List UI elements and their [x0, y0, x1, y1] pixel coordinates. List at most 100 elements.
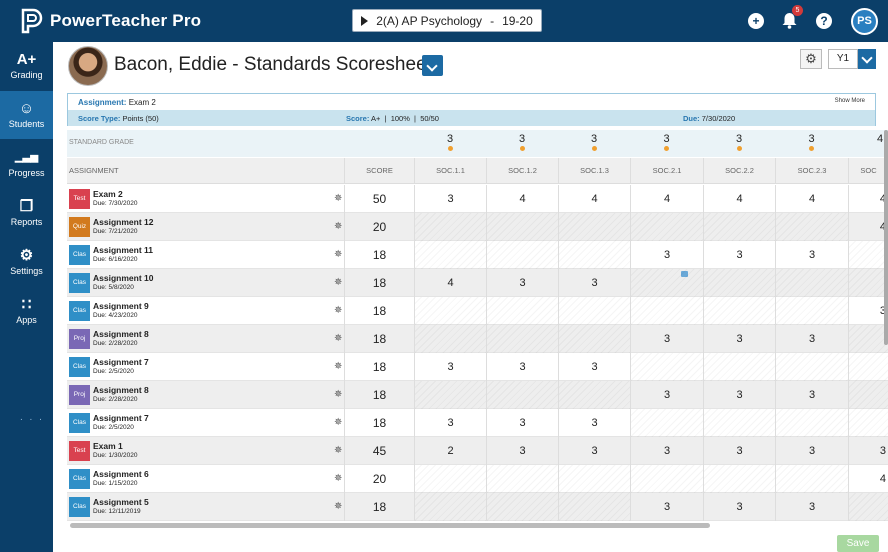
- sidebar-item-reports[interactable]: ❐ Reports: [0, 189, 53, 237]
- score-cell[interactable]: 18: [344, 353, 414, 381]
- standard-score-cell[interactable]: [848, 353, 888, 381]
- standard-score-cell[interactable]: 3: [414, 185, 486, 213]
- standard-score-cell[interactable]: [414, 241, 486, 269]
- standard-score-cell[interactable]: [848, 325, 888, 353]
- help-icon[interactable]: ?: [816, 13, 832, 29]
- standard-score-cell[interactable]: [775, 409, 848, 437]
- assignment-column-header[interactable]: ASSIGNMENT: [69, 166, 119, 175]
- standard-score-cell[interactable]: 3: [775, 325, 848, 353]
- assignment-name[interactable]: Assignment 11: [93, 245, 153, 255]
- sidebar-more[interactable]: . . .: [20, 412, 44, 423]
- horizontal-scrollbar[interactable]: [70, 523, 710, 528]
- standard-score-cell[interactable]: [558, 213, 630, 241]
- standard-score-cell[interactable]: 4: [848, 465, 888, 493]
- standard-score-cell[interactable]: 3: [848, 297, 888, 325]
- standard-score-cell[interactable]: 3: [703, 325, 775, 353]
- flag-icon[interactable]: ✵: [334, 305, 343, 316]
- standard-score-cell[interactable]: [486, 465, 558, 493]
- gear-icon[interactable]: ⚙: [800, 49, 822, 69]
- standard-score-cell[interactable]: [703, 269, 775, 297]
- standard-score-cell[interactable]: [775, 297, 848, 325]
- score-cell[interactable]: 18: [344, 325, 414, 353]
- standard-score-cell[interactable]: 4: [848, 185, 888, 213]
- flag-icon[interactable]: ✵: [334, 193, 343, 204]
- flag-icon[interactable]: ✵: [334, 389, 343, 400]
- standard-score-cell[interactable]: 3: [703, 437, 775, 465]
- assignment-name[interactable]: Assignment 7: [93, 357, 149, 367]
- term-dropdown-button[interactable]: [858, 49, 876, 69]
- standard-score-cell[interactable]: [558, 465, 630, 493]
- standard-score-cell[interactable]: 3: [630, 493, 703, 521]
- standard-score-cell[interactable]: 3: [486, 269, 558, 297]
- score-cell[interactable]: 18: [344, 381, 414, 409]
- flag-icon[interactable]: ✵: [334, 333, 343, 344]
- assignment-name[interactable]: Assignment 10: [93, 273, 154, 283]
- standard-score-cell[interactable]: [775, 353, 848, 381]
- standard-column-header[interactable]: SOC.2.1: [630, 158, 703, 184]
- standard-score-cell[interactable]: 3: [558, 353, 630, 381]
- standard-score-cell[interactable]: 3: [775, 381, 848, 409]
- standard-score-cell[interactable]: [630, 465, 703, 493]
- score-cell[interactable]: 18: [344, 269, 688, 297]
- standard-score-cell[interactable]: 3: [775, 437, 848, 465]
- flag-icon[interactable]: ✵: [334, 361, 343, 372]
- standard-column-header[interactable]: SOC.1.1: [414, 158, 486, 184]
- sidebar-item-students[interactable]: ☺ Students: [0, 91, 53, 139]
- standard-score-cell[interactable]: [703, 353, 775, 381]
- flag-icon[interactable]: ✵: [334, 445, 343, 456]
- flag-icon[interactable]: ✵: [334, 221, 343, 232]
- standard-score-cell[interactable]: [848, 409, 888, 437]
- table-row[interactable]: Clas Assignment 5 Due: 12/11/2019 ✵ 18 3 3 3: [67, 493, 888, 521]
- standard-score-cell[interactable]: [414, 325, 486, 353]
- standard-score-cell[interactable]: 3: [703, 493, 775, 521]
- standard-score-cell[interactable]: [414, 493, 486, 521]
- table-row[interactable]: Clas Assignment 10 Due: 5/8/2020 ✵ 18 4 3 3: [67, 269, 888, 297]
- standard-score-cell[interactable]: 3: [558, 437, 630, 465]
- standard-score-cell[interactable]: 4: [486, 185, 558, 213]
- table-row[interactable]: Clas Assignment 6 Due: 1/15/2020 ✵ 20 4: [67, 465, 888, 493]
- standard-score-cell[interactable]: [558, 241, 630, 269]
- standard-score-cell[interactable]: [848, 241, 888, 269]
- sidebar-item-progress[interactable]: ▁▃▅ Progress: [0, 140, 53, 188]
- standard-column-header[interactable]: SOC.1.2: [486, 158, 558, 184]
- standard-score-cell[interactable]: [703, 213, 775, 241]
- standard-score-cell[interactable]: [703, 465, 775, 493]
- standard-score-cell[interactable]: [486, 241, 558, 269]
- standard-score-cell[interactable]: 3: [630, 241, 703, 269]
- score-cell[interactable]: 50: [344, 185, 414, 213]
- standard-column-header[interactable]: SOC.1.3: [558, 158, 630, 184]
- table-row[interactable]: Proj Assignment 8 Due: 2/28/2020 ✵ 18 3 3 3: [67, 381, 888, 409]
- standard-score-cell[interactable]: [848, 381, 888, 409]
- standard-score-cell[interactable]: [630, 269, 703, 297]
- standard-score-cell[interactable]: [848, 269, 888, 297]
- table-row[interactable]: Clas Assignment 11 Due: 6/16/2020 ✵ 18 3 3 3: [67, 241, 888, 269]
- table-row[interactable]: Clas Assignment 9 Due: 4/23/2020 ✵ 18 3: [67, 297, 888, 325]
- score-cell[interactable]: 45: [344, 437, 414, 465]
- standard-score-cell[interactable]: 4: [558, 185, 630, 213]
- standard-score-cell[interactable]: 3: [630, 381, 703, 409]
- standard-score-cell[interactable]: 3: [414, 409, 486, 437]
- add-icon[interactable]: +: [748, 13, 764, 29]
- standard-score-cell[interactable]: [486, 381, 558, 409]
- standard-score-cell[interactable]: 4: [775, 185, 848, 213]
- assignment-name[interactable]: Assignment 6: [93, 469, 149, 479]
- standard-score-cell[interactable]: [775, 213, 848, 241]
- table-row[interactable]: Quiz Assignment 12 Due: 7/21/2020 ✵ 20 4: [67, 213, 888, 241]
- score-cell[interactable]: 18: [344, 297, 414, 325]
- score-cell[interactable]: 20: [344, 465, 414, 493]
- standard-score-cell[interactable]: [414, 381, 486, 409]
- table-row[interactable]: Test Exam 2 Due: 7/30/2020 ✵ 50 3 4 4 4 4 4 4: [67, 185, 888, 213]
- table-row[interactable]: Proj Assignment 8 Due: 2/28/2020 ✵ 18 3 3 3: [67, 325, 888, 353]
- standard-score-cell[interactable]: 3: [486, 353, 558, 381]
- flag-icon[interactable]: ✵: [334, 473, 343, 484]
- standard-score-cell[interactable]: [486, 213, 558, 241]
- standard-score-cell[interactable]: [414, 213, 486, 241]
- bell-icon[interactable]: [782, 12, 797, 29]
- sidebar-item-grading[interactable]: A+ Grading: [0, 42, 53, 90]
- standard-score-cell[interactable]: 3: [703, 381, 775, 409]
- standard-score-cell[interactable]: [703, 297, 775, 325]
- sidebar-item-settings[interactable]: ⚙ Settings: [0, 238, 53, 286]
- standard-score-cell[interactable]: [630, 297, 703, 325]
- standard-score-cell[interactable]: 4: [848, 213, 888, 241]
- assignment-name[interactable]: Assignment 8: [93, 385, 149, 395]
